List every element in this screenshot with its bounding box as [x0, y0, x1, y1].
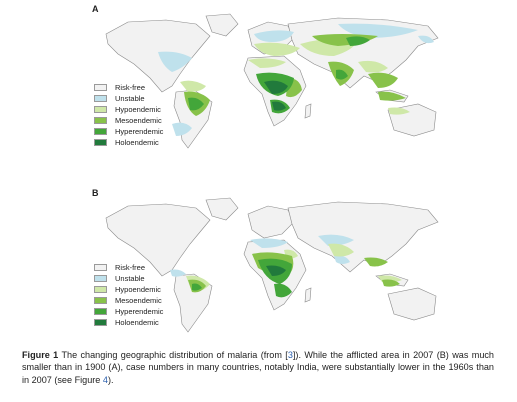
- legend-item: Hypoendemic: [94, 104, 163, 115]
- legend-swatch: [94, 297, 107, 304]
- greenland: [205, 197, 239, 221]
- legend-swatch: [94, 106, 107, 113]
- zone-unstable: [170, 234, 354, 277]
- figure-caption: Figure 1 The changing geographic distrib…: [22, 349, 494, 386]
- north-america: [105, 19, 211, 93]
- asia: [287, 201, 439, 273]
- caption-text: The changing geographic distribution of …: [61, 350, 288, 360]
- legend-item: Hyperendemic: [94, 306, 163, 317]
- legend-item: Hypoendemic: [94, 284, 163, 295]
- panel-label: A: [92, 4, 99, 14]
- legend-label: Risk-free: [115, 83, 146, 92]
- legend-label: Unstable: [115, 94, 145, 103]
- legend-item: Unstable: [94, 93, 163, 104]
- legend-label: Hyperendemic: [115, 127, 164, 136]
- zone-hypoendemic: [186, 243, 402, 292]
- legend-label: Hyperendemic: [115, 307, 164, 316]
- legend-swatch: [94, 84, 107, 91]
- legend-label: Holoendemic: [115, 138, 159, 147]
- figure-label: Figure 1: [22, 350, 59, 360]
- legend-swatch: [94, 264, 107, 271]
- legend-label: Risk-free: [115, 263, 146, 272]
- legend-swatch: [94, 286, 107, 293]
- zone-mesoendemic: [184, 34, 406, 116]
- zone-hyperendemic: [188, 36, 370, 114]
- risk-zones: [170, 234, 402, 298]
- legend: Risk-free Unstable Hypoendemic Mesoendem…: [94, 82, 163, 148]
- legend-label: Hypoendemic: [115, 285, 161, 294]
- legend-label: Mesoendemic: [115, 116, 162, 125]
- zone-holoendemic: [266, 265, 286, 276]
- legend-swatch: [94, 95, 107, 102]
- panel-label: B: [92, 188, 99, 198]
- zone-holoendemic: [264, 80, 288, 111]
- legend-swatch: [94, 128, 107, 135]
- legend-item: Risk-free: [94, 82, 163, 93]
- zone-hyperendemic: [192, 258, 292, 298]
- risk-zones: [158, 23, 434, 137]
- world-map-1900: [105, 13, 439, 149]
- world-map-2007: [105, 197, 439, 333]
- legend-swatch: [94, 117, 107, 124]
- legend-item: Unstable: [94, 273, 163, 284]
- zone-unstable: [158, 23, 434, 137]
- legend-label: Mesoendemic: [115, 296, 162, 305]
- map-panel-a: A Risk-free: [88, 4, 448, 156]
- europe: [247, 205, 295, 239]
- map-panel-b: B Risk-free: [88, 188, 448, 340]
- caption-text: ).: [107, 374, 114, 385]
- legend-swatch: [94, 319, 107, 326]
- legend-item: Mesoendemic: [94, 295, 163, 306]
- legend-swatch: [94, 139, 107, 146]
- madagascar: [304, 287, 312, 303]
- legend-item: Holoendemic: [94, 317, 163, 328]
- caption-text: ]). While the afflicted area in 2007 (B)…: [22, 350, 494, 385]
- legend-item: Mesoendemic: [94, 115, 163, 126]
- legend-swatch: [94, 308, 107, 315]
- madagascar: [304, 103, 312, 119]
- reference-link[interactable]: 3: [287, 350, 293, 360]
- legend-swatch: [94, 275, 107, 282]
- greenland: [205, 13, 239, 37]
- legend-item: Holoendemic: [94, 137, 163, 148]
- legend-item: Hyperendemic: [94, 126, 163, 137]
- legend-item: Risk-free: [94, 262, 163, 273]
- north-america: [105, 203, 211, 277]
- australia: [387, 287, 437, 321]
- legend-label: Unstable: [115, 274, 145, 283]
- legend: Risk-free Unstable Hypoendemic Mesoendem…: [94, 262, 163, 328]
- legend-label: Holoendemic: [115, 318, 159, 327]
- legend-label: Hypoendemic: [115, 105, 161, 114]
- figure-reference-link[interactable]: 4: [102, 374, 108, 385]
